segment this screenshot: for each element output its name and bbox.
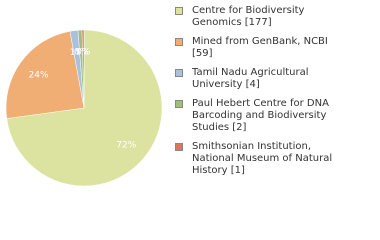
legend-swatch — [175, 7, 183, 15]
legend-label: Paul Hebert Centre for DNA Barcoding and… — [192, 98, 329, 133]
legend-item: Paul Hebert Centre for DNA Barcoding and… — [172, 98, 377, 134]
legend-label: Mined from GenBank, NCBI [59] — [192, 36, 328, 59]
legend-label: Centre for Biodiversity Genomics [177] — [192, 5, 305, 28]
slice-label: 24% — [29, 71, 49, 81]
legend-swatch — [175, 38, 183, 46]
legend-item: Mined from GenBank, NCBI [59] — [172, 36, 377, 60]
legend-item: Centre for Biodiversity Genomics [177] — [172, 5, 377, 29]
slice-label: 1% — [70, 48, 85, 58]
pie-slice — [6, 29, 163, 187]
legend-swatch — [175, 143, 183, 151]
legend-label: Tamil Nadu Agricultural University [4] — [192, 67, 309, 90]
legend-item: Smithsonian Institution, National Museum… — [172, 141, 377, 177]
slice-label: 0% — [74, 47, 89, 57]
legend-item: Tamil Nadu Agricultural University [4] — [172, 67, 377, 91]
legend-swatch — [175, 100, 183, 108]
pie-slice — [5, 30, 85, 119]
legend-swatch — [175, 69, 183, 77]
pie: 72%24%1%0%0% — [5, 29, 163, 187]
legend: Centre for Biodiversity Genomics [177] Mi… — [172, 5, 377, 177]
slice-label: 72% — [116, 140, 136, 150]
pie-slice — [81, 29, 85, 109]
slice-label: 0% — [76, 47, 91, 57]
legend-label: Smithsonian Institution, National Museum… — [192, 141, 333, 176]
